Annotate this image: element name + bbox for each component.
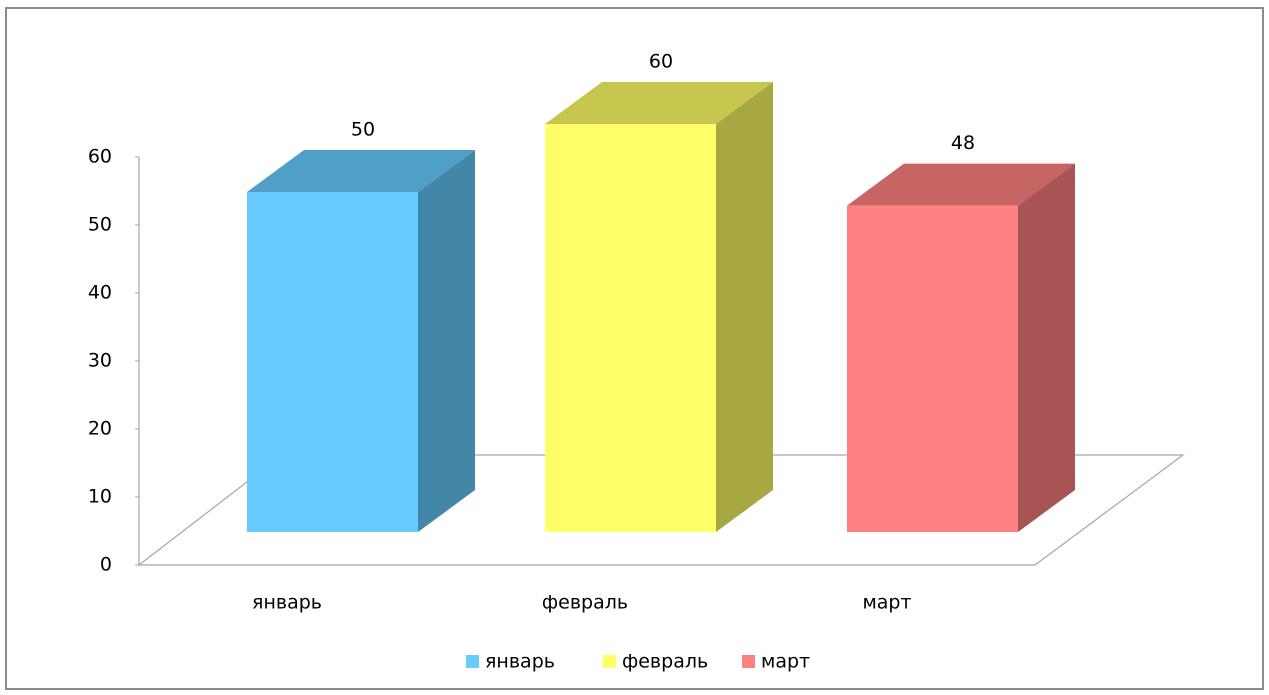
legend-label: март: [761, 651, 810, 673]
x-tick-label: январь: [252, 592, 322, 614]
legend-label: февраль: [622, 651, 708, 673]
bar-top: [247, 150, 475, 192]
bar: [545, 124, 716, 532]
bar-top: [847, 163, 1075, 206]
y-tick-label: 30: [88, 350, 112, 372]
y-tick-label: 20: [88, 418, 112, 440]
legend-label: январь: [485, 651, 555, 673]
bar-top: [545, 82, 773, 124]
legend-swatch: [466, 655, 479, 668]
floor-outline: [138, 454, 1185, 566]
bar-side: [418, 150, 475, 532]
legend-swatch: [742, 655, 755, 668]
y-tick-label: 50: [88, 214, 112, 236]
y-tick-label: 60: [88, 146, 112, 168]
x-tick-label: март: [862, 592, 911, 614]
y-tick-label: 10: [88, 486, 112, 508]
x-tick-label: февраль: [542, 592, 628, 614]
bar-side: [716, 82, 773, 532]
value-label: 60: [649, 51, 673, 73]
bar: [847, 205, 1018, 532]
bar: [247, 192, 418, 532]
value-label: 50: [351, 119, 375, 141]
bar-side: [1018, 163, 1075, 532]
y-tick-label: 0: [100, 554, 112, 576]
y-tick-label: 40: [88, 282, 112, 304]
legend-swatch: [603, 655, 616, 668]
value-label: 48: [951, 132, 975, 154]
